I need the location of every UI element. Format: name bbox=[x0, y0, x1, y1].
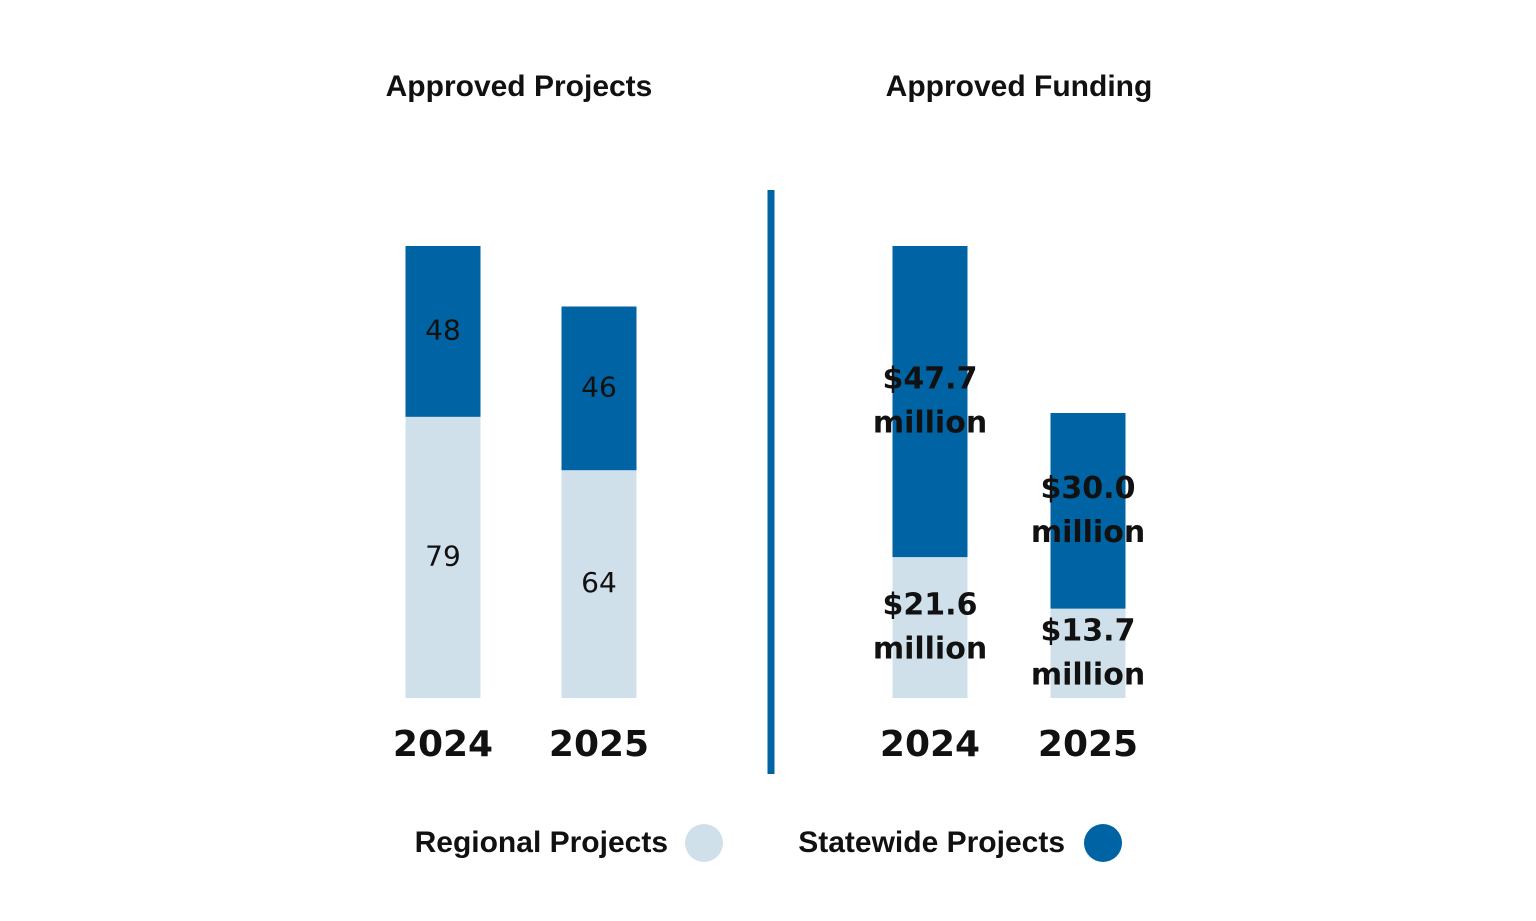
data-label: 46 bbox=[581, 370, 617, 403]
data-label: 48 bbox=[425, 313, 461, 346]
x-tick-label: 2025 bbox=[549, 724, 649, 765]
chart-title: Approved Projects bbox=[386, 70, 653, 103]
data-label-line: $47.7 bbox=[883, 361, 978, 396]
data-label: $47.7 million bbox=[873, 361, 987, 440]
chart-title: Approved Funding bbox=[886, 70, 1153, 103]
data-label: 79 bbox=[425, 539, 461, 572]
bar-segment bbox=[405, 416, 481, 698]
bar-segment bbox=[561, 470, 637, 698]
legend-label: Regional Projects bbox=[415, 826, 668, 859]
bar-segment bbox=[892, 557, 968, 698]
x-tick-label: 2025 bbox=[1038, 724, 1138, 765]
bar-segment bbox=[892, 246, 968, 558]
data-label: 64 bbox=[581, 566, 617, 599]
data-label-line: million bbox=[1031, 657, 1145, 692]
data-label-line: $30.0 bbox=[1041, 470, 1136, 505]
data-label-line: $21.6 bbox=[883, 587, 978, 622]
data-label-line: million bbox=[1031, 514, 1145, 549]
data-label-line: $13.7 bbox=[1041, 613, 1136, 648]
bar-segment bbox=[405, 246, 481, 417]
bar-segment bbox=[561, 306, 637, 471]
legend-swatch bbox=[685, 824, 723, 862]
x-tick-label: 2024 bbox=[393, 724, 493, 765]
legend-label: Statewide Projects bbox=[798, 826, 1065, 859]
data-label: $21.6 million bbox=[873, 587, 987, 666]
x-tick-label: 2024 bbox=[880, 724, 980, 765]
data-label-line: million bbox=[873, 405, 987, 440]
bar-segment bbox=[1050, 608, 1126, 698]
bar-segment bbox=[1050, 412, 1126, 609]
data-label-line: million bbox=[873, 631, 987, 666]
legend-swatch bbox=[1084, 824, 1122, 862]
data-label: $30.0 million bbox=[1031, 470, 1145, 549]
data-label: $13.7 million bbox=[1031, 613, 1145, 692]
